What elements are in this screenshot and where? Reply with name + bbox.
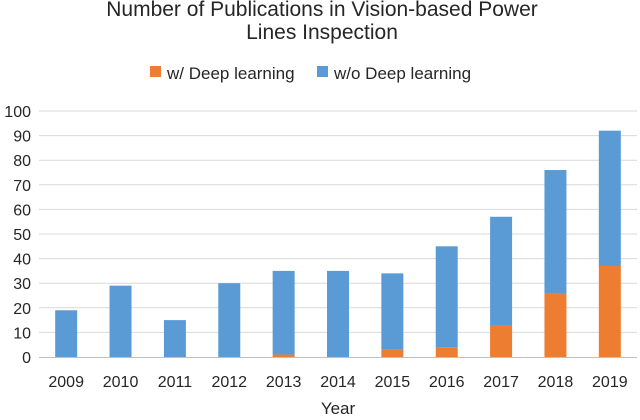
- x-tick-label: 2019: [592, 374, 628, 391]
- bar-2015-series-1: [381, 273, 404, 350]
- bar-2010-series-1: [109, 285, 132, 357]
- bars: [55, 130, 621, 357]
- y-tick-label: 60: [13, 202, 31, 219]
- legend-swatch-0: [150, 66, 161, 77]
- legend: w/ Deep learning w/o Deep learning: [150, 64, 471, 83]
- y-tick-label: 70: [13, 178, 31, 195]
- legend-label-0: w/ Deep learning: [166, 64, 295, 83]
- bar-2019-series-1: [598, 130, 621, 266]
- bar-2009-series-1: [55, 310, 78, 357]
- bar-2014-series-1: [327, 270, 349, 357]
- bar-2012-series-1: [218, 283, 241, 357]
- bar-2019-series-0: [598, 265, 621, 357]
- bar-2016-series-1: [435, 246, 458, 348]
- y-tick-label: 20: [13, 301, 31, 318]
- x-axis-label: Year: [321, 399, 356, 418]
- x-tick-label: 2017: [483, 374, 519, 391]
- bar-2017-series-0: [490, 325, 513, 357]
- y-tick-label: 90: [13, 129, 31, 146]
- bar-2018-series-0: [544, 293, 567, 357]
- chart-title-line-1: Number of Publications in Vision-based P…: [106, 0, 538, 21]
- y-tick-label: 100: [4, 104, 31, 121]
- y-tick-label: 40: [13, 252, 31, 269]
- x-tick-label: 2009: [48, 374, 84, 391]
- x-tick-label: 2016: [429, 374, 465, 391]
- chart-title-line-2: Lines Inspection: [246, 21, 398, 44]
- y-tick-label: 80: [13, 153, 31, 170]
- bar-2015-series-0: [381, 349, 404, 357]
- x-tick-label: 2012: [211, 374, 247, 391]
- x-tick-label: 2010: [103, 374, 139, 391]
- x-tick-label: 2013: [266, 374, 302, 391]
- x-axis-ticks: 2009 2010 2011 2012 2013 2014 2015 2016 2017 2018…: [48, 374, 627, 391]
- x-tick-label: 2014: [320, 374, 356, 391]
- legend-swatch-1: [317, 66, 328, 77]
- bar-2016-series-0: [435, 347, 458, 357]
- bar-2018-series-1: [544, 170, 567, 294]
- y-axis-ticks: 0 10 20 30 40 50 60 70 80 90 100: [4, 104, 31, 367]
- x-tick-label: 2015: [375, 374, 411, 391]
- x-tick-label: 2011: [158, 374, 193, 391]
- y-tick-label: 10: [13, 325, 31, 342]
- bar-2013-series-1: [272, 270, 295, 355]
- bar-2011-series-1: [163, 320, 186, 357]
- y-tick-label: 50: [13, 227, 31, 244]
- x-tick-label: 2018: [538, 374, 574, 391]
- chart-title: Number of Publications in Vision-based P…: [106, 0, 538, 44]
- gridlines: [39, 110, 637, 333]
- legend-label-1: w/o Deep learning: [333, 64, 471, 83]
- y-tick-label: 30: [13, 276, 31, 293]
- bar-2013-series-0: [272, 354, 295, 357]
- y-tick-label: 0: [22, 350, 31, 367]
- bar-2017-series-1: [490, 216, 513, 326]
